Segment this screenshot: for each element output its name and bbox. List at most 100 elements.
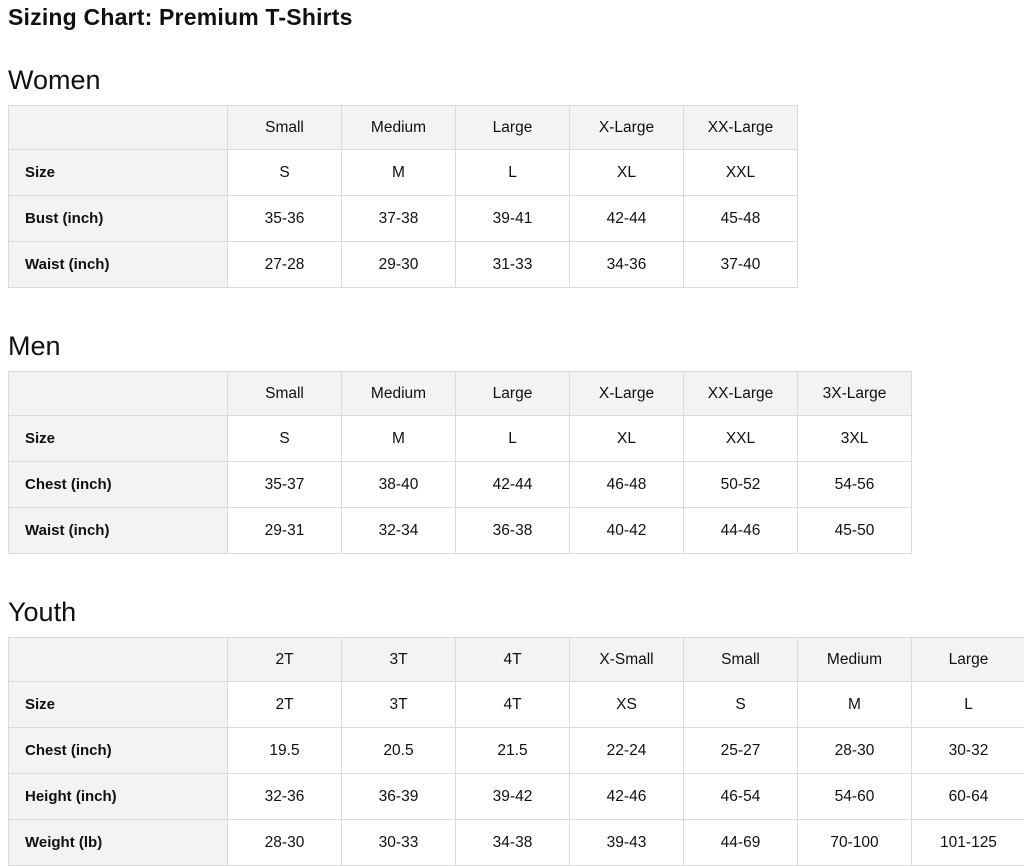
section-heading-men: Men [8,331,1016,361]
value-cell: S [228,416,342,462]
row-label: Size [9,150,228,196]
row-label: Size [9,682,228,728]
row-label: Waist (inch) [9,242,228,288]
value-cell: S [228,150,342,196]
value-cell: 30-33 [342,820,456,866]
value-cell: 29-30 [342,242,456,288]
column-header: Large [456,372,570,416]
section-heading-women: Women [8,65,1016,95]
value-cell: M [798,682,912,728]
column-header: X-Large [570,372,684,416]
value-cell: 38-40 [342,462,456,508]
value-cell: L [456,150,570,196]
value-cell: 60-64 [912,774,1024,820]
value-cell: 40-42 [570,508,684,554]
value-cell: 32-34 [342,508,456,554]
value-cell: 54-60 [798,774,912,820]
column-header: Medium [342,106,456,150]
value-cell: 35-37 [228,462,342,508]
column-header: Small [684,638,798,682]
value-cell: S [684,682,798,728]
value-cell: 25-27 [684,728,798,774]
value-cell: 44-69 [684,820,798,866]
value-cell: 27-28 [228,242,342,288]
value-cell: L [912,682,1024,728]
corner-cell [9,372,228,416]
row-label: Chest (inch) [9,728,228,774]
value-cell: 37-38 [342,196,456,242]
value-cell: 32-36 [228,774,342,820]
value-cell: 22-24 [570,728,684,774]
column-header: 3X-Large [798,372,912,416]
column-header: Medium [798,638,912,682]
column-header: 4T [456,638,570,682]
row-label: Chest (inch) [9,462,228,508]
value-cell: 28-30 [798,728,912,774]
column-header: Small [228,106,342,150]
value-cell: 54-56 [798,462,912,508]
value-cell: 34-36 [570,242,684,288]
sizing-chart-page: Sizing Chart: Premium T-Shirts Women Smal… [8,2,1016,866]
value-cell: 36-39 [342,774,456,820]
column-header: 2T [228,638,342,682]
value-cell: 31-33 [456,242,570,288]
value-cell: 50-52 [684,462,798,508]
value-cell: 34-38 [456,820,570,866]
column-header: X-Large [570,106,684,150]
value-cell: 21.5 [456,728,570,774]
value-cell: 19.5 [228,728,342,774]
value-cell: XL [570,416,684,462]
value-cell: 37-40 [684,242,798,288]
column-header: X-Small [570,638,684,682]
column-header: Large [456,106,570,150]
column-header: 3T [342,638,456,682]
column-header: Medium [342,372,456,416]
column-header: Small [228,372,342,416]
value-cell: 29-31 [228,508,342,554]
value-cell: M [342,150,456,196]
value-cell: XXL [684,416,798,462]
value-cell: 101-125 [912,820,1024,866]
value-cell: 45-50 [798,508,912,554]
row-label: Height (inch) [9,774,228,820]
value-cell: 44-46 [684,508,798,554]
column-header: XX-Large [684,372,798,416]
value-cell: 36-38 [456,508,570,554]
value-cell: 28-30 [228,820,342,866]
column-header: Large [912,638,1024,682]
value-cell: 42-46 [570,774,684,820]
value-cell: 42-44 [456,462,570,508]
row-label: Bust (inch) [9,196,228,242]
value-cell: 35-36 [228,196,342,242]
column-header: XX-Large [684,106,798,150]
value-cell: 4T [456,682,570,728]
value-cell: 39-43 [570,820,684,866]
page-title: Sizing Chart: Premium T-Shirts [8,2,1016,32]
value-cell: 42-44 [570,196,684,242]
value-cell: 30-32 [912,728,1024,774]
row-label: Waist (inch) [9,508,228,554]
value-cell: 70-100 [798,820,912,866]
value-cell: 39-42 [456,774,570,820]
value-cell: 2T [228,682,342,728]
value-cell: 45-48 [684,196,798,242]
row-label: Size [9,416,228,462]
value-cell: 20.5 [342,728,456,774]
